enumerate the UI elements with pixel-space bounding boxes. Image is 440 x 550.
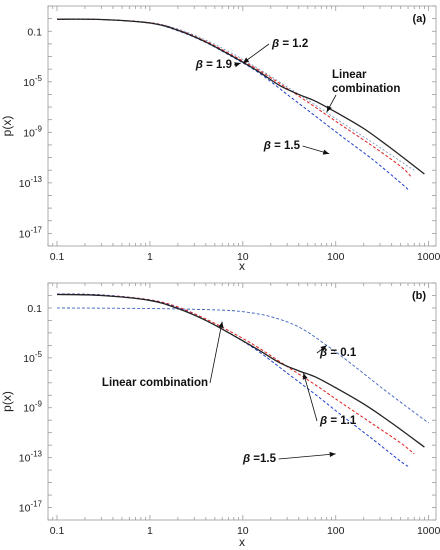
annotation-arrow xyxy=(278,453,336,460)
x-tick-label: 1 xyxy=(147,251,153,263)
y-tick-label: 0.1 xyxy=(27,26,42,38)
y-axis-label: p(x) xyxy=(0,116,14,137)
annotation: β = 1.9 xyxy=(195,59,232,71)
annotation-arrowhead xyxy=(234,62,241,68)
plot-frame xyxy=(47,5,437,247)
panel-label: (a) xyxy=(413,13,427,25)
y-tick-label: 10-5 xyxy=(23,350,42,365)
x-tick-label: 0.1 xyxy=(50,251,65,263)
y-tick-label: 10-9 xyxy=(23,400,42,415)
y-tick-label: 0.1 xyxy=(27,303,42,315)
panel-label: (b) xyxy=(412,290,426,302)
series-line xyxy=(56,293,425,448)
annotation: β = 1.2 xyxy=(271,38,308,50)
annotation-arrow xyxy=(209,321,223,384)
x-tick-label: 100 xyxy=(327,525,345,537)
annotation-arrowhead xyxy=(326,105,332,113)
annotation-arrowhead xyxy=(320,345,327,352)
annotation: β = 1.5 xyxy=(263,140,301,152)
annotation-arrowhead xyxy=(242,57,250,64)
series-line xyxy=(57,307,429,424)
y-tick-label: 10-13 xyxy=(19,450,43,465)
x-tick-label: 1 xyxy=(147,525,153,537)
plot-frame xyxy=(47,282,437,521)
annotation-arrowhead xyxy=(302,373,308,380)
x-tick-label: 10 xyxy=(237,525,249,537)
y-tick-label: 10-17 xyxy=(19,500,43,515)
x-tick-label: 0.1 xyxy=(50,525,65,537)
annotation-arrowhead xyxy=(322,149,330,155)
x-axis-label: x xyxy=(239,535,245,549)
y-tick-label: 10-17 xyxy=(19,225,43,240)
y-tick-label: 10-13 xyxy=(19,175,43,190)
y-axis-label: p(x) xyxy=(0,391,14,412)
x-axis-label: x xyxy=(239,259,245,273)
x-tick-label: 1000 xyxy=(417,251,440,263)
annotation: β =1.5 xyxy=(242,453,277,465)
x-tick-label: 1000 xyxy=(417,525,440,537)
annotation: Linear combination xyxy=(102,377,208,389)
annotation: β = 1.1 xyxy=(319,415,357,427)
x-tick-label: 100 xyxy=(327,251,345,263)
panel-1: 0.1 1 10 100 1000 0.1 10-5 10-9 10-13 10-17 x p(x) (… xyxy=(0,282,440,549)
series-line xyxy=(56,18,425,175)
y-tick-label: 10-5 xyxy=(23,74,42,89)
series-line xyxy=(57,18,409,190)
series-line xyxy=(57,18,412,178)
y-tick-label: 10-9 xyxy=(23,124,42,139)
panel-0: 0.1 1 10 100 1000 0.1 10-5 10-9 10-13 10-17 x p(x) (… xyxy=(0,5,440,273)
annotation: β = 0.1 xyxy=(319,347,357,359)
x-tick-label: 10 xyxy=(237,251,249,263)
annotation-arrowhead xyxy=(329,451,336,458)
annotation: Linear combination xyxy=(332,69,400,95)
annotation-arrow xyxy=(303,372,318,422)
annotation-arrowhead xyxy=(218,321,224,329)
